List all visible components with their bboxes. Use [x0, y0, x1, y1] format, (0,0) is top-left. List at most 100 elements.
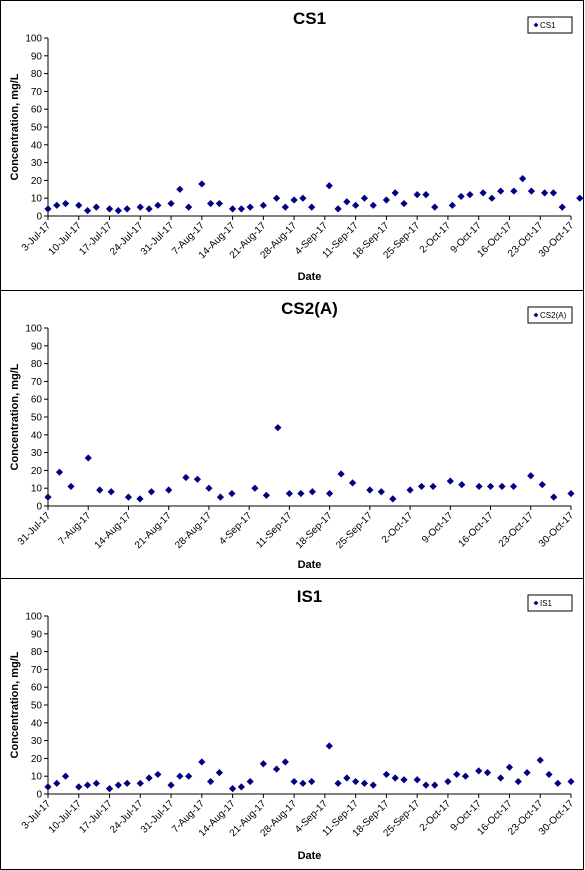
- data-point: [83, 781, 92, 789]
- data-point: [527, 187, 536, 195]
- data-point: [326, 489, 334, 498]
- data-point: [92, 779, 100, 787]
- data-point: [514, 777, 522, 786]
- data-point: [44, 783, 52, 791]
- x-axis-label: Date: [298, 271, 322, 283]
- data-point: [123, 779, 131, 787]
- data-point: [285, 489, 293, 498]
- data-point: [215, 199, 224, 208]
- data-point: [541, 189, 549, 197]
- data-point: [550, 493, 558, 501]
- data-point: [145, 205, 153, 213]
- x-tick-label: 28-Aug-17: [173, 510, 214, 551]
- data-point: [349, 479, 357, 487]
- data-point: [538, 481, 546, 489]
- y-tick-label: 20: [31, 466, 43, 477]
- legend-marker: [533, 22, 539, 28]
- data-point: [334, 205, 342, 213]
- x-axis-label: Date: [298, 559, 322, 571]
- data-point: [391, 189, 399, 197]
- y-axis-label: Concentration, mg/L: [9, 73, 21, 180]
- data-point: [299, 779, 307, 787]
- chart-panel: CS2(A) 0 10 20 30 40 50 60 70 80 90 100 31-Jul-17 7-A…: [0, 290, 584, 579]
- data-point: [337, 470, 345, 478]
- data-point: [510, 187, 518, 195]
- x-tick-label: 2-Oct-17: [418, 798, 454, 834]
- data-point: [389, 495, 397, 503]
- data-point: [61, 199, 70, 208]
- data-point: [75, 201, 83, 209]
- data-point: [237, 783, 245, 791]
- data-point: [165, 486, 173, 494]
- data-point: [413, 776, 421, 784]
- x-tick-label: 2-Oct-17: [380, 510, 416, 546]
- scatter-chart: IS101020304050607080901003-Jul-1710-Jul-…: [9, 587, 576, 862]
- x-tick-label: 11-Sep-17: [254, 510, 295, 551]
- data-point: [228, 489, 236, 498]
- y-tick-label: 10: [31, 772, 43, 783]
- data-point: [216, 493, 225, 501]
- y-tick-label: 80: [31, 359, 43, 370]
- data-point: [61, 772, 70, 780]
- data-point: [123, 205, 131, 213]
- x-tick-label: 16-Oct-17: [456, 510, 496, 550]
- data-point: [237, 205, 245, 213]
- data-point: [444, 777, 452, 786]
- data-point: [176, 772, 184, 780]
- x-tick-label: 30-Oct-17: [537, 510, 577, 550]
- data-point: [366, 486, 374, 494]
- x-tick-label: 4-Sep-17: [217, 510, 254, 547]
- data-point: [483, 769, 492, 777]
- data-point: [251, 484, 259, 492]
- data-point: [422, 191, 430, 199]
- data-point: [382, 770, 391, 779]
- data-point: [308, 203, 316, 211]
- data-point: [272, 194, 281, 202]
- x-tick-label: 18-Sep-17: [294, 510, 335, 551]
- y-tick-label: 40: [31, 718, 43, 729]
- y-tick-label: 60: [31, 105, 43, 116]
- x-tick-label: 23-Oct-17: [497, 510, 537, 550]
- y-tick-label: 70: [31, 665, 43, 676]
- y-tick-label: 50: [31, 123, 43, 134]
- y-tick-label: 20: [31, 754, 43, 765]
- data-point: [176, 185, 184, 193]
- data-point: [215, 769, 224, 777]
- data-point: [475, 767, 483, 775]
- y-tick-label: 50: [31, 701, 43, 712]
- y-axis-label: Concentration, mg/L: [9, 363, 21, 470]
- data-point: [505, 763, 514, 771]
- data-point: [246, 777, 254, 786]
- data-point: [466, 191, 474, 199]
- data-point: [486, 482, 495, 491]
- legend: IS1: [527, 594, 573, 612]
- data-point: [527, 472, 535, 480]
- data-point: [262, 491, 270, 499]
- data-point: [417, 482, 426, 491]
- data-point: [198, 758, 206, 766]
- x-tick-label: 31-Jul-17: [139, 798, 177, 836]
- y-tick-label: 60: [31, 395, 43, 406]
- x-tick-label: 2-Oct-17: [418, 220, 454, 256]
- data-point: [55, 468, 64, 476]
- data-point: [567, 777, 575, 786]
- data-point: [228, 785, 237, 793]
- y-tick-label: 40: [31, 430, 43, 441]
- data-point: [377, 488, 385, 496]
- data-point: [497, 187, 505, 195]
- data-point: [281, 758, 289, 766]
- y-tick-label: 70: [31, 377, 43, 388]
- y-tick-label: 90: [31, 341, 43, 352]
- data-point: [299, 194, 307, 202]
- x-tick-label: 14-Aug-17: [93, 510, 134, 551]
- data-point: [185, 203, 193, 211]
- data-point: [475, 482, 483, 491]
- y-tick-label: 50: [31, 413, 43, 424]
- data-point: [205, 484, 213, 492]
- data-point: [274, 424, 282, 432]
- data-point: [431, 203, 439, 211]
- data-point: [105, 785, 114, 793]
- data-point: [290, 777, 298, 786]
- data-point: [549, 189, 558, 197]
- y-tick-label: 70: [31, 87, 43, 98]
